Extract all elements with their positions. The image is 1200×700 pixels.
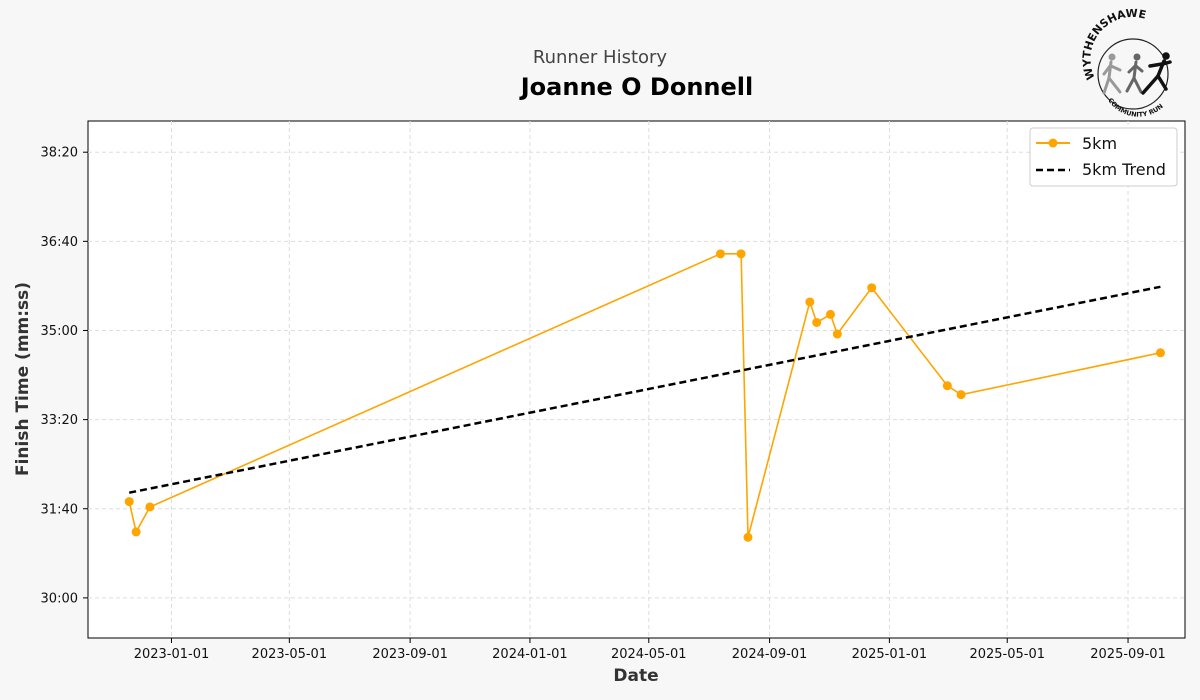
data-point-5km xyxy=(145,502,155,512)
y-tick-label: 33:20 xyxy=(41,413,78,428)
x-axis-label: Date xyxy=(613,666,658,686)
plot-area xyxy=(87,120,1186,639)
data-point-5km xyxy=(124,497,134,507)
data-point-5km xyxy=(805,297,815,307)
legend-5km-marker xyxy=(1048,138,1058,148)
legend-label-5km-trend: 5km Trend xyxy=(1082,160,1166,179)
grid-layer xyxy=(88,121,1185,638)
runner-figure-dark xyxy=(1141,52,1172,95)
wythenshawe-logo: WYTHENSHAWE COMMUNITY RUN xyxy=(1080,7,1172,119)
x-tick-label: 2024-05-01 xyxy=(611,647,687,662)
data-point-5km xyxy=(942,381,952,391)
x-tick-label: 2024-01-01 xyxy=(492,647,568,662)
series-line-5km xyxy=(128,253,1161,538)
data-point-5km xyxy=(1155,348,1165,358)
axis-layer: 2023-01-01 2023-05-01 2023-09-01 2024-01-01… xyxy=(41,146,1166,662)
y-tick-label: 31:40 xyxy=(41,502,78,517)
chart-subtitle: Runner History xyxy=(533,47,668,68)
data-point-5km xyxy=(867,283,877,293)
x-tick-label: 2025-05-01 xyxy=(969,647,1045,662)
x-tick-label: 2025-01-01 xyxy=(852,647,928,662)
y-tick-label: 38:20 xyxy=(41,146,78,161)
data-point-5km xyxy=(715,249,725,259)
data-point-5km xyxy=(812,317,822,327)
y-tick-label: 35:00 xyxy=(41,324,78,339)
data-point-5km xyxy=(131,527,141,537)
data-point-5km xyxy=(825,309,835,319)
x-tick-label: 2024-09-01 xyxy=(732,647,808,662)
y-tick-label: 36:40 xyxy=(41,235,78,250)
runner-figure-light xyxy=(1102,53,1122,95)
legend-label-5km: 5km xyxy=(1082,134,1117,153)
series-layer xyxy=(124,249,1165,542)
y-tick-label: 30:00 xyxy=(41,591,78,606)
x-tick-label: 2023-01-01 xyxy=(134,647,210,662)
y-axis-label: Finish Time (mm:ss) xyxy=(13,282,33,476)
chart-title: Joanne O Donnell xyxy=(519,73,754,101)
x-tick-label: 2023-05-01 xyxy=(252,647,328,662)
data-point-5km xyxy=(743,532,753,542)
runner-figure-mid xyxy=(1125,53,1144,94)
x-tick-label: 2025-09-01 xyxy=(1090,647,1166,662)
data-point-5km xyxy=(736,249,746,259)
data-point-5km xyxy=(832,329,842,339)
legend: 5km 5km Trend xyxy=(1029,127,1178,187)
data-point-5km xyxy=(956,390,966,400)
x-tick-label: 2023-09-01 xyxy=(372,647,448,662)
